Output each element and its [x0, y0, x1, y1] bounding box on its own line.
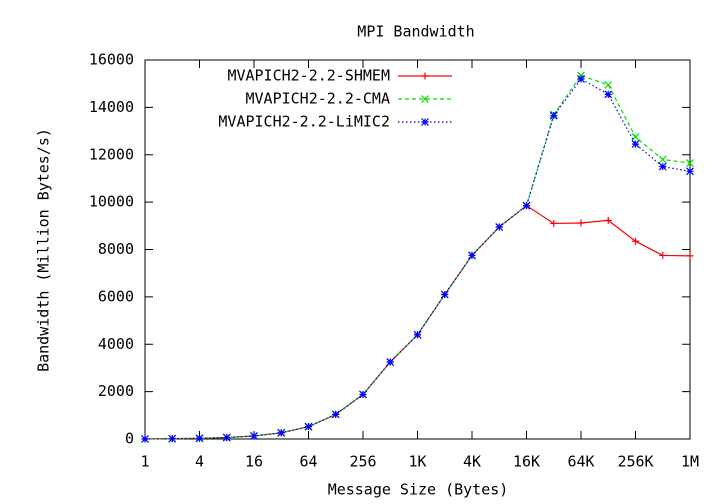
point-marker	[440, 290, 449, 299]
point-marker	[304, 422, 313, 431]
point-marker	[222, 433, 231, 442]
legend-label: MVAPICH2-2.2-SHMEM	[227, 67, 390, 85]
x-tick-label: 64K	[567, 453, 594, 471]
point-marker	[632, 237, 639, 245]
point-marker	[331, 410, 340, 419]
y-axis-label: Bandwidth (Million Bytes/s)	[35, 128, 53, 372]
point-marker	[413, 330, 422, 339]
legend-label: MVAPICH2-2.2-CMA	[246, 90, 391, 108]
point-marker	[468, 251, 476, 260]
point-marker	[686, 167, 694, 176]
point-marker	[604, 216, 612, 224]
x-tick-label: 256K	[617, 453, 653, 471]
x-tick-label: 256	[349, 453, 376, 471]
point-marker	[658, 155, 667, 164]
legend-label: MVAPICH2-2.2-LiMIC2	[218, 113, 390, 131]
y-tick-label: 10000	[89, 193, 134, 211]
y-tick-label: 8000	[98, 240, 134, 258]
y-tick-label: 0	[125, 430, 134, 448]
point-marker	[659, 251, 667, 259]
point-marker	[549, 111, 558, 120]
point-marker	[421, 95, 429, 103]
point-marker	[577, 75, 585, 83]
point-marker	[141, 435, 149, 443]
y-tick-label: 12000	[89, 145, 134, 163]
x-tick-label: 4	[195, 453, 204, 471]
x-tick-label: 64	[299, 453, 317, 471]
point-marker	[604, 90, 613, 99]
point-marker	[550, 219, 558, 227]
point-marker	[631, 140, 640, 149]
y-tick-label: 2000	[98, 382, 134, 400]
point-marker	[604, 80, 613, 89]
point-marker	[495, 223, 504, 231]
point-marker	[359, 390, 367, 399]
x-tick-label: 1M	[681, 453, 699, 471]
point-marker	[195, 434, 204, 443]
point-marker	[522, 201, 531, 210]
series-line	[144, 204, 691, 440]
x-tick-label: 4K	[463, 453, 481, 471]
point-marker	[250, 431, 258, 440]
y-tick-label: 4000	[98, 335, 134, 353]
x-tick-label: 16K	[513, 453, 540, 471]
point-marker	[421, 118, 429, 126]
x-tick-label: 1	[140, 453, 149, 471]
point-marker	[386, 358, 395, 366]
x-tick-label: 16	[245, 453, 263, 471]
series-line	[144, 78, 691, 440]
point-marker	[658, 162, 667, 171]
point-marker	[686, 159, 694, 167]
x-axis-label: Message Size (Bytes)	[328, 481, 509, 499]
chart-title: MPI Bandwidth	[357, 23, 474, 41]
point-marker	[631, 133, 640, 141]
point-marker	[686, 252, 694, 260]
point-marker	[168, 434, 177, 443]
x-tick-label: 1K	[408, 453, 426, 471]
y-tick-label: 6000	[98, 287, 134, 305]
y-tick-label: 14000	[89, 98, 134, 116]
y-tick-label: 16000	[89, 51, 134, 69]
point-marker	[421, 72, 429, 80]
point-marker	[277, 428, 286, 437]
point-marker	[577, 219, 585, 227]
point-marker	[577, 71, 585, 80]
